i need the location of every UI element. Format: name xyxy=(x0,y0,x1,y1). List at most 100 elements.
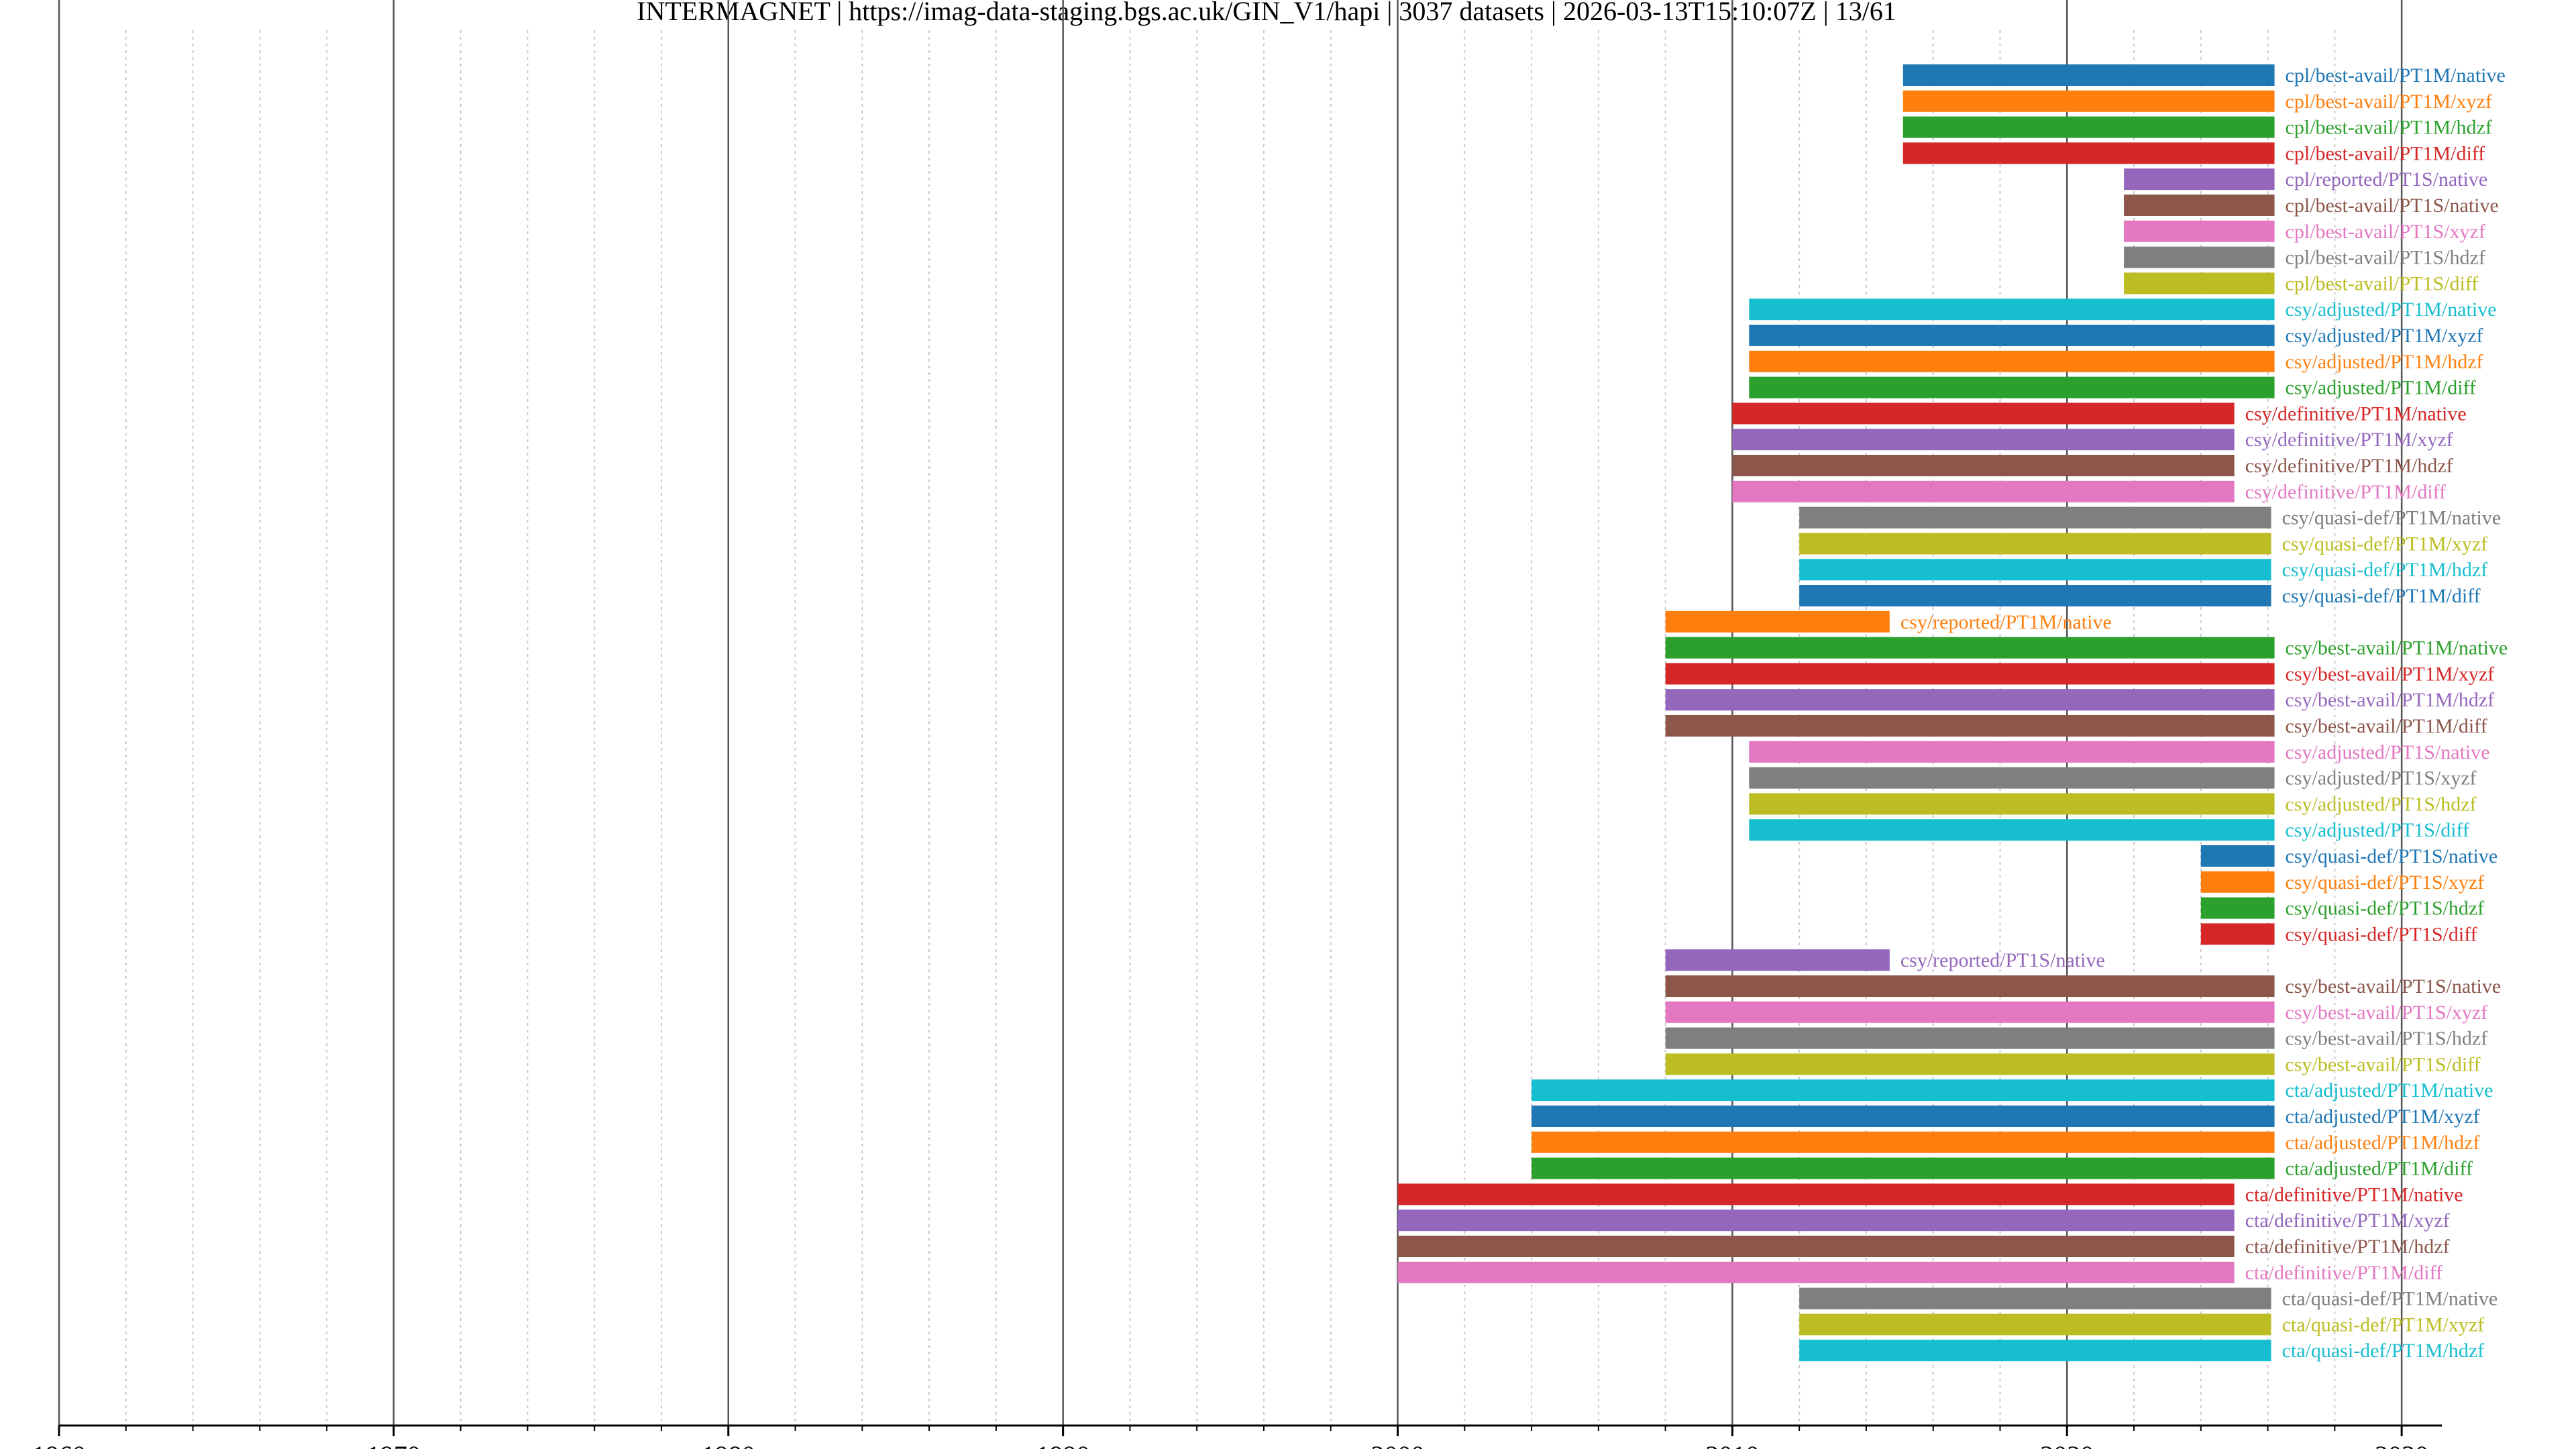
bar-label: csy/best-avail/PT1S/hdzf xyxy=(2286,1028,2488,1050)
bar-label: csy/best-avail/PT1S/xyzf xyxy=(2286,1002,2488,1024)
bar-label: csy/quasi-def/PT1M/hdzf xyxy=(2282,559,2488,581)
bar-label: cta/quasi-def/PT1M/native xyxy=(2282,1288,2498,1310)
bar-label: cpl/best-avail/PT1S/hdzf xyxy=(2286,247,2485,269)
timeline-bar xyxy=(1397,1183,2235,1205)
timeline-bar xyxy=(1749,767,2275,789)
timeline-bar xyxy=(1397,1236,2235,1257)
timeline-bar xyxy=(2124,272,2275,294)
bar-label: csy/adjusted/PT1M/xyzf xyxy=(2286,325,2483,347)
timeline-bar xyxy=(1665,1027,2275,1049)
timeline-bar xyxy=(1532,1079,2275,1102)
timeline-bar xyxy=(1532,1157,2275,1179)
timeline-bar xyxy=(1799,1340,2271,1362)
bar-label: cta/quasi-def/PT1M/xyzf xyxy=(2282,1313,2485,1336)
bar-label: csy/quasi-def/PT1S/native xyxy=(2286,845,2498,867)
bar-label: cpl/best-avail/PT1M/diff xyxy=(2286,142,2485,164)
bar-label: cpl/best-avail/PT1S/native xyxy=(2286,195,2499,217)
timeline-bar xyxy=(1532,1131,2275,1153)
bar-label: csy/adjusted/PT1S/hdzf xyxy=(2286,793,2477,815)
bar-label: cta/adjusted/PT1M/native xyxy=(2286,1079,2493,1102)
timeline-bar xyxy=(1799,1313,2271,1336)
x-tick-label: 2030 xyxy=(2375,1440,2428,1449)
bar-label: csy/adjusted/PT1S/native xyxy=(2286,741,2490,763)
timeline-bar xyxy=(1902,64,2275,86)
timeline-bar xyxy=(1665,663,2275,685)
timeline-bar xyxy=(2200,923,2275,945)
timeline-bar xyxy=(1749,299,2275,321)
bar-label: csy/best-avail/PT1M/xyzf xyxy=(2286,663,2495,685)
bar-label: csy/adjusted/PT1M/native xyxy=(2286,299,2497,321)
timeline-bar xyxy=(1749,376,2275,398)
bar-label: cta/adjusted/PT1M/diff xyxy=(2286,1158,2473,1180)
timeline-bar xyxy=(1397,1261,2235,1283)
bar-label: csy/reported/PT1M/native xyxy=(1900,611,2112,633)
timeline-bar xyxy=(1749,325,2275,346)
x-tick-label: 2000 xyxy=(1371,1440,1425,1449)
bar-label: cpl/reported/PT1S/native xyxy=(2286,168,2488,191)
bar-label: cpl/best-avail/PT1M/xyzf xyxy=(2286,91,2492,113)
bar-label: csy/quasi-def/PT1M/xyzf xyxy=(2282,533,2488,555)
timeline-bar xyxy=(2200,845,2275,867)
timeline-bar xyxy=(1532,1106,2275,1127)
bar-label: csy/best-avail/PT1M/hdzf xyxy=(2286,689,2495,711)
timeline-bar xyxy=(2200,871,2275,893)
bar-label: cpl/best-avail/PT1S/xyzf xyxy=(2286,221,2485,243)
bar-label: csy/definitive/PT1M/diff xyxy=(2245,481,2446,503)
x-tick-label: 1980 xyxy=(702,1440,755,1449)
timeline-bar xyxy=(1749,819,2275,841)
bar-label: cpl/best-avail/PT1M/native xyxy=(2286,64,2506,87)
timeline-bar xyxy=(1902,142,2275,164)
timeline-bar xyxy=(1665,949,1890,971)
timeline-bar xyxy=(1799,585,2271,606)
timeline-bar xyxy=(1902,116,2275,138)
timeline-bar xyxy=(1665,1053,2275,1075)
timeline-bar xyxy=(1665,610,1890,633)
bars-layer: cpl/best-avail/PT1M/native cpl/best-avail… xyxy=(1397,64,2508,1362)
bar-label: csy/reported/PT1S/native xyxy=(1900,949,2105,971)
timeline-bar xyxy=(1749,793,2275,815)
timeline-bar xyxy=(2124,195,2275,216)
bar-label: cta/quasi-def/PT1M/hdzf xyxy=(2282,1340,2485,1362)
bar-label: csy/quasi-def/PT1M/diff xyxy=(2282,585,2481,607)
timeline-bar xyxy=(1732,429,2235,451)
bar-label: csy/definitive/PT1M/native xyxy=(2245,402,2467,425)
timeline-bar xyxy=(2124,246,2275,268)
bar-label: csy/quasi-def/PT1S/xyzf xyxy=(2286,871,2485,894)
timeline-bar xyxy=(1799,506,2271,529)
timeline-bar xyxy=(1397,1210,2235,1232)
timeline-bar xyxy=(2124,220,2275,242)
bar-label: cta/definitive/PT1M/xyzf xyxy=(2245,1210,2450,1232)
bar-label: csy/adjusted/PT1S/diff xyxy=(2286,819,2469,841)
x-tick-label: 2020 xyxy=(2040,1440,2094,1449)
bar-label: csy/definitive/PT1M/hdzf xyxy=(2245,455,2453,477)
timeline-bar xyxy=(1665,715,2275,737)
bar-label: csy/adjusted/PT1M/hdzf xyxy=(2286,351,2483,373)
bar-label: csy/best-avail/PT1S/diff xyxy=(2286,1053,2481,1075)
x-tick-label: 1960 xyxy=(32,1440,86,1449)
timeline-bar xyxy=(1665,1001,2275,1023)
bar-label: cta/definitive/PT1M/hdzf xyxy=(2245,1236,2450,1258)
timeline-bar xyxy=(2124,168,2275,191)
x-tick-label: 1990 xyxy=(1036,1440,1090,1449)
timeline-bar xyxy=(1732,455,2235,476)
timeline-bar xyxy=(1732,480,2235,502)
bar-label: cta/definitive/PT1M/diff xyxy=(2245,1262,2443,1284)
x-tick-label: 1970 xyxy=(367,1440,421,1449)
timeline-bar xyxy=(1799,1287,2271,1309)
timeline-bar xyxy=(1799,533,2271,555)
x-tick-label: 2010 xyxy=(1705,1440,1759,1449)
timeline-bar xyxy=(1665,975,2275,997)
bar-label: csy/quasi-def/PT1M/native xyxy=(2282,507,2502,529)
bar-label: csy/best-avail/PT1M/diff xyxy=(2286,715,2487,737)
bar-label: cta/adjusted/PT1M/hdzf xyxy=(2286,1132,2480,1154)
timeline-bar xyxy=(1749,741,2275,763)
timeline-bar xyxy=(1799,559,2271,581)
timeline-bar xyxy=(1902,90,2275,112)
timeline-bar xyxy=(1665,689,2275,711)
timeline-bar xyxy=(1665,637,2275,659)
timeline-bar xyxy=(1732,402,2235,425)
x-axis: 1960 1970 1980 1990 2000 2010 2020 2030 xyxy=(32,1424,2442,1449)
bar-label: csy/best-avail/PT1M/native xyxy=(2286,637,2508,659)
bar-label: cpl/best-avail/PT1S/diff xyxy=(2286,272,2479,294)
